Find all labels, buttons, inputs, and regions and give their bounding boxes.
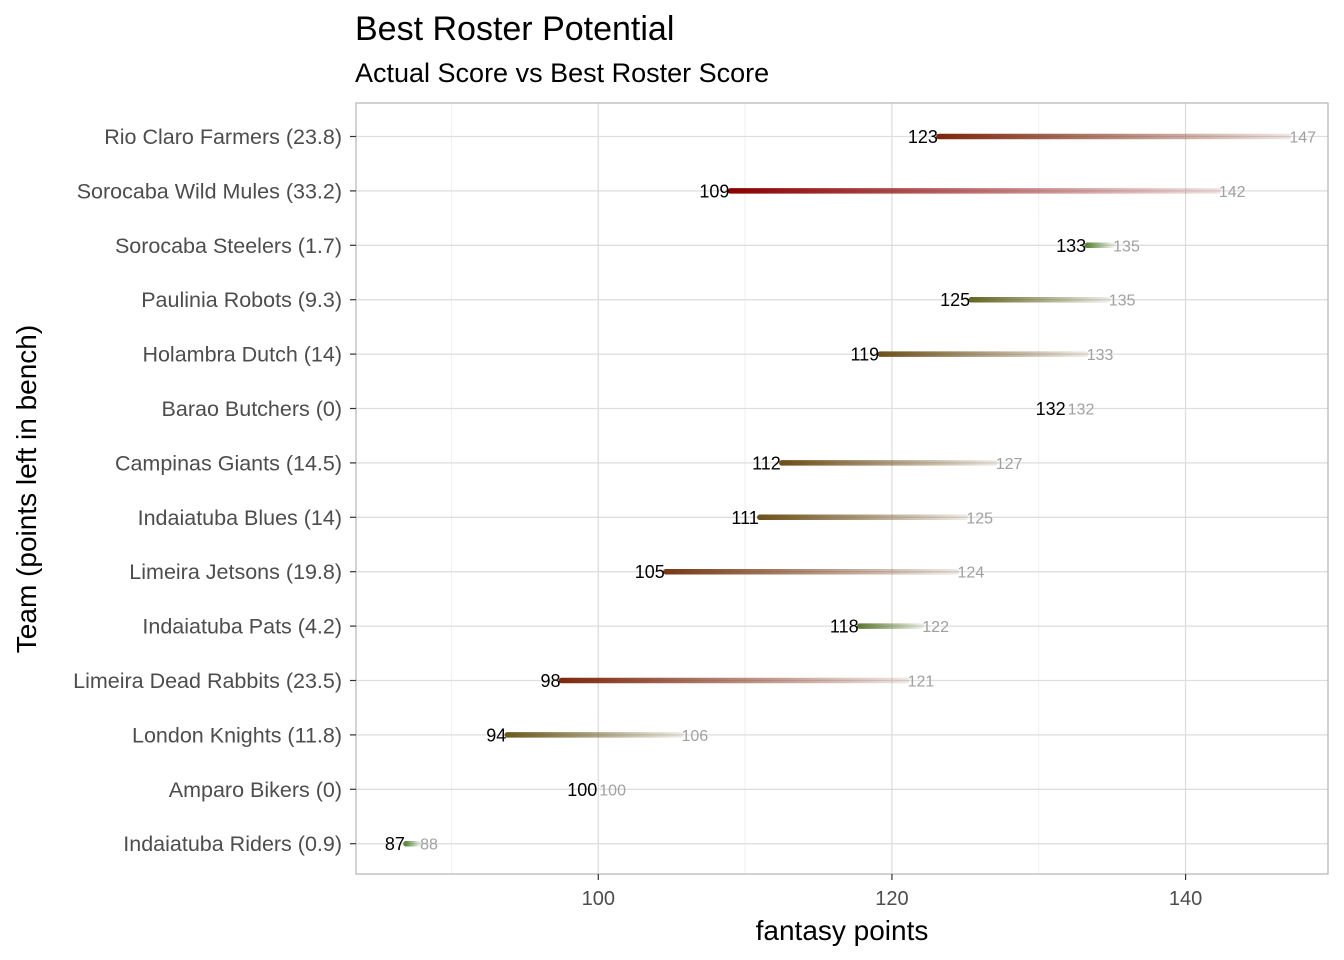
x-tick-label: 140 (1169, 888, 1202, 910)
chart-subtitle: Actual Score vs Best Roster Score (355, 58, 769, 88)
chart-title: Best Roster Potential (355, 10, 674, 48)
value-labels: 123 147 109 142 133 135 125 135 119 133 132 132 112 1… (385, 127, 1316, 854)
plot-border (355, 102, 1329, 875)
y-tick-label: Sorocaba Wild Mules (33.2) (77, 179, 342, 203)
y-tick-label: Barao Butchers (0) (162, 397, 342, 421)
best-score-label: 133 (1087, 347, 1114, 364)
y-tick-label: Amparo Bikers (0) (169, 778, 342, 802)
actual-score-label: 111 (731, 508, 758, 528)
actual-score-label: 109 (699, 181, 729, 201)
best-score-label: 127 (996, 456, 1023, 473)
y-axis-ticks: Rio Claro Farmers (23.8) Sorocaba Wild Mu… (73, 125, 356, 856)
y-tick-label: Rio Claro Farmers (23.8) (104, 125, 342, 149)
best-score-label: 125 (966, 510, 993, 527)
y-axis-title: Team (points left in bench) (11, 325, 42, 653)
actual-score-label: 100 (567, 780, 597, 800)
actual-score-label: 98 (541, 671, 561, 691)
actual-score-label: 105 (635, 562, 665, 582)
best-score-label: 124 (958, 565, 985, 582)
y-tick-label: Limeira Dead Rabbits (23.5) (73, 669, 342, 693)
best-score-label: 147 (1289, 130, 1316, 147)
best-score-label: 142 (1219, 184, 1246, 201)
best-score-label: 135 (1113, 238, 1140, 255)
y-tick-label: Limeira Jetsons (19.8) (129, 560, 342, 584)
y-tick-label: Sorocaba Steelers (1.7) (115, 234, 342, 258)
x-tick-label: 120 (875, 888, 908, 910)
best-score-label: 121 (908, 674, 935, 691)
actual-score-label: 119 (850, 345, 879, 365)
y-tick-label: Indaiatuba Blues (14) (138, 506, 342, 530)
best-score-label: 135 (1109, 293, 1136, 310)
best-score-label: 100 (599, 782, 626, 799)
plot-panel (356, 103, 1328, 874)
x-axis-ticks: 100 120 140 (582, 874, 1202, 910)
actual-score-label: 118 (830, 617, 859, 637)
actual-score-label: 123 (908, 127, 938, 147)
actual-score-label: 125 (940, 290, 970, 310)
actual-score-label: 87 (385, 834, 405, 854)
actual-score-label: 94 (486, 725, 506, 745)
y-tick-label: London Knights (11.8) (132, 723, 342, 747)
actual-score-label: 133 (1056, 236, 1086, 256)
best-score-label: 88 (420, 837, 438, 854)
range-bars (403, 133, 1292, 847)
best-score-label: 132 (1068, 402, 1095, 419)
actual-score-label: 132 (1036, 399, 1066, 419)
best-score-label: 106 (681, 728, 708, 745)
y-tick-label: Indaiatuba Pats (4.2) (142, 615, 342, 639)
y-tick-label: Indaiatuba Riders (0.9) (123, 832, 342, 856)
y-tick-label: Holambra Dutch (14) (142, 343, 342, 367)
y-tick-label: Campinas Giants (14.5) (115, 451, 342, 475)
x-tick-label: 100 (582, 888, 615, 910)
best-score-label: 122 (922, 619, 949, 636)
y-tick-label: Paulinia Robots (9.3) (141, 288, 342, 312)
actual-score-label: 112 (752, 453, 781, 473)
x-axis-title: fantasy points (756, 915, 929, 946)
